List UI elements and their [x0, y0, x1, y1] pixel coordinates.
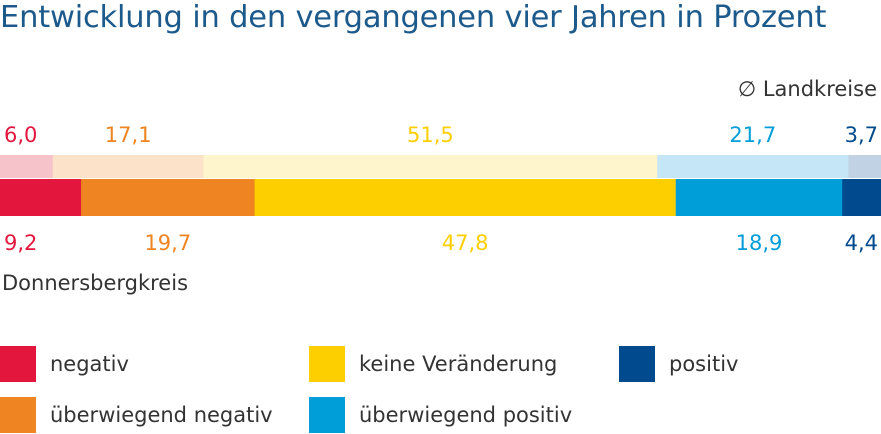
- bar-segment-landkreise-1: [52, 155, 205, 178]
- bar-segment-landkreise-4: [848, 155, 881, 178]
- value-label-landkreise-3: 21,7: [729, 123, 776, 147]
- value-label-landkreise-1: 17,1: [105, 123, 152, 147]
- legend-item: keine Veränderung: [309, 346, 557, 382]
- series-label-landkreise: ∅ Landkreise: [738, 77, 877, 101]
- chart-title: Entwicklung in den vergangenen vier Jahr…: [0, 0, 827, 35]
- legend-item: überwiegend positiv: [309, 397, 572, 433]
- legend-label: überwiegend positiv: [359, 403, 573, 427]
- bar-segment-landkreise-0: [0, 155, 54, 178]
- legend-item: überwiegend negativ: [0, 397, 273, 433]
- value-label-donnersbergkreis-2: 47,8: [442, 231, 489, 255]
- bar-segment-landkreise-3: [657, 155, 849, 178]
- legend-swatch: [309, 346, 345, 382]
- bar-segment-donnersbergkreis-1: [81, 179, 256, 216]
- legend-label: keine Veränderung: [359, 352, 558, 376]
- bar-segment-donnersbergkreis-2: [254, 179, 677, 216]
- value-label-landkreise-0: 6,0: [4, 123, 37, 147]
- value-label-donnersbergkreis-4: 4,4: [845, 231, 878, 255]
- average-symbol: ∅: [737, 77, 757, 101]
- legend-swatch: [309, 397, 345, 433]
- legend-swatch: [619, 346, 655, 382]
- value-label-landkreise-4: 3,7: [845, 123, 878, 147]
- bar-segment-donnersbergkreis-3: [675, 179, 843, 216]
- series-label-donnersbergkreis: Donnersbergkreis: [2, 271, 189, 295]
- stacked-bar-chart: 6,0 17,1 51,5 21,7 3,7 9,2 19,7 47,8 18,9 4,4: [0, 123, 881, 255]
- legend-swatch: [0, 346, 36, 382]
- series-name-landkreise: Landkreise: [762, 77, 877, 101]
- legend-label: positiv: [669, 352, 739, 376]
- legend-swatch: [0, 397, 36, 433]
- legend-label: negativ: [50, 352, 129, 376]
- value-label-donnersbergkreis-3: 18,9: [736, 231, 783, 255]
- value-label-donnersbergkreis-1: 19,7: [144, 231, 191, 255]
- legend-item: negativ: [0, 346, 129, 382]
- legend-label: überwiegend negativ: [50, 403, 273, 427]
- value-label-donnersbergkreis-0: 9,2: [4, 231, 37, 255]
- bar-segment-donnersbergkreis-0: [0, 179, 82, 216]
- value-label-landkreise-2: 51,5: [407, 123, 454, 147]
- legend-item: positiv: [619, 346, 738, 382]
- bar-segment-donnersbergkreis-4: [842, 179, 881, 216]
- bar-segment-landkreise-2: [203, 155, 658, 178]
